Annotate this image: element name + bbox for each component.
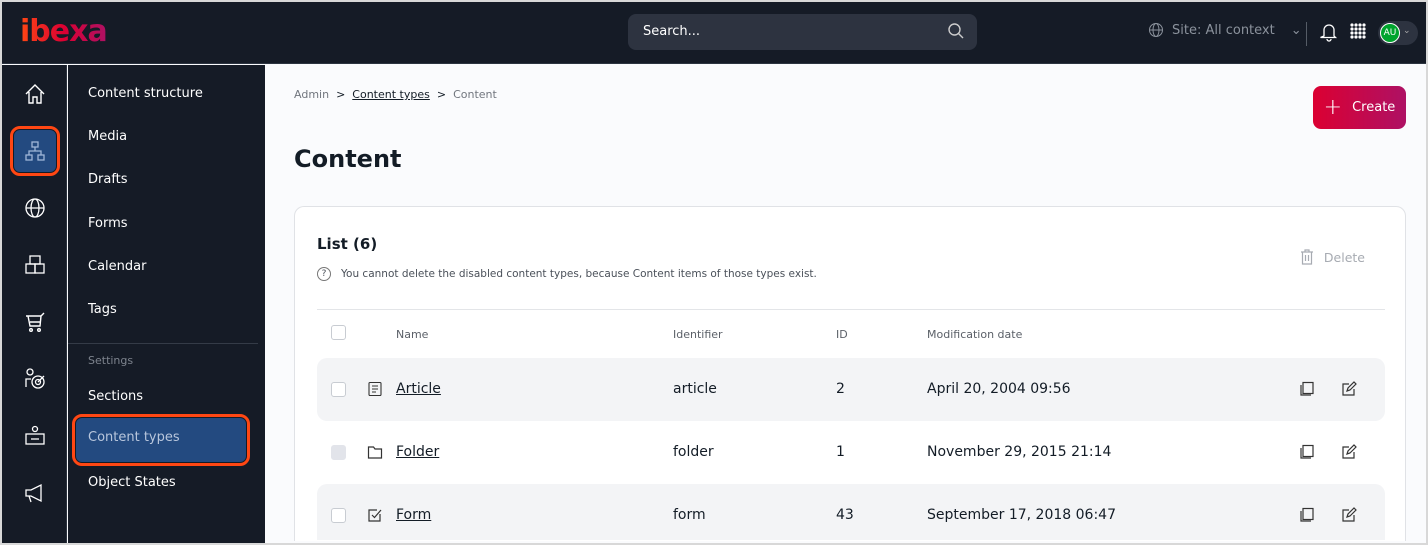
subnav-forms[interactable]: Forms xyxy=(88,216,128,231)
breadcrumb-current: Content xyxy=(453,88,497,101)
site-globe-icon[interactable] xyxy=(14,187,56,229)
breadcrumb-admin[interactable]: Admin xyxy=(294,88,330,101)
form-icon xyxy=(368,509,382,522)
subnav-object-states[interactable]: Object States xyxy=(88,475,176,490)
content-tree-icon[interactable] xyxy=(10,126,60,176)
copy-icon[interactable] xyxy=(1299,444,1315,460)
row-checkbox[interactable] xyxy=(331,508,346,523)
search-placeholder: Search... xyxy=(643,24,701,39)
site-selector-label: Site: All context xyxy=(1172,22,1275,38)
column-header-id[interactable]: ID xyxy=(836,328,848,341)
user-menu[interactable]: AU ⌄ xyxy=(1378,21,1418,45)
column-header-name[interactable]: Name xyxy=(396,328,429,341)
content-type-name-link[interactable]: Form xyxy=(396,507,432,523)
folder-icon xyxy=(367,446,383,459)
divider xyxy=(1306,22,1307,46)
subnav-tags[interactable]: Tags xyxy=(88,302,117,317)
chevron-down-icon: ⌄ xyxy=(1403,26,1411,36)
column-header-identifier[interactable]: Identifier xyxy=(673,328,723,341)
chevron-down-icon: ⌄ xyxy=(1290,22,1302,38)
divider xyxy=(317,309,1385,310)
breadcrumb: Admin > Content types > Content xyxy=(294,88,497,101)
delete-button[interactable]: Delete xyxy=(1300,249,1365,265)
column-header-modification-date[interactable]: Modification date xyxy=(927,328,1023,341)
create-button[interactable]: + Create xyxy=(1313,86,1406,129)
table-row: Form form 43 September 17, 2018 06:47 xyxy=(317,484,1385,540)
content-type-name-link[interactable]: Folder xyxy=(396,444,440,460)
list-title: List (6) xyxy=(317,235,378,253)
select-all-checkbox[interactable] xyxy=(331,325,346,340)
create-label: Create xyxy=(1352,100,1396,115)
sub-navigation: Content structure Media Drafts Forms Cal… xyxy=(68,65,265,543)
help-icon: ? xyxy=(317,267,331,281)
plus-icon: + xyxy=(1323,95,1343,120)
id: 43 xyxy=(836,507,854,523)
main-menu-rail xyxy=(2,65,67,543)
id: 1 xyxy=(836,444,845,460)
copy-icon[interactable] xyxy=(1299,381,1315,397)
table-row: Article article 2 April 20, 2004 09:56 xyxy=(317,358,1385,421)
customer-portal-icon[interactable] xyxy=(14,415,56,457)
copy-icon[interactable] xyxy=(1299,507,1315,523)
article-icon xyxy=(368,381,382,397)
top-bar: ibexa Search... Site: All context ⌄ AU ⌄ xyxy=(2,2,1426,64)
avatar: AU xyxy=(1380,23,1400,43)
subnav-drafts[interactable]: Drafts xyxy=(88,172,128,187)
row-checkbox[interactable] xyxy=(331,382,346,397)
content-types-list: List (6) ? You cannot delete the disabled… xyxy=(294,206,1406,541)
search-input[interactable]: Search... xyxy=(628,14,977,50)
modification-date: November 29, 2015 21:14 xyxy=(927,444,1112,460)
content-type-name-link[interactable]: Article xyxy=(396,381,441,397)
identifier: form xyxy=(673,507,706,523)
bell-icon[interactable] xyxy=(1320,22,1338,42)
ibexa-logo[interactable]: ibexa xyxy=(20,14,108,49)
subnav-calendar[interactable]: Calendar xyxy=(88,259,147,274)
subnav-sections[interactable]: Sections xyxy=(88,389,144,404)
cart-icon[interactable] xyxy=(14,301,56,343)
marketing-megaphone-icon[interactable] xyxy=(14,472,56,514)
divider xyxy=(68,343,258,344)
trash-icon xyxy=(1300,249,1313,265)
settings-header: Settings xyxy=(88,354,134,367)
subnav-content-structure[interactable]: Content structure xyxy=(88,86,203,101)
breadcrumb-separator: > xyxy=(436,88,447,101)
breadcrumb-content-types[interactable]: Content types xyxy=(352,88,430,101)
globe-icon xyxy=(1149,23,1163,37)
subnav-media[interactable]: Media xyxy=(88,129,128,144)
delete-label: Delete xyxy=(1323,249,1365,265)
edit-icon[interactable] xyxy=(1341,444,1357,460)
table-row: Folder folder 1 November 29, 2015 21:14 xyxy=(317,421,1385,484)
row-checkbox-disabled xyxy=(331,445,346,460)
products-icon[interactable] xyxy=(14,244,56,286)
personalization-target-icon[interactable] xyxy=(14,358,56,400)
home-icon[interactable] xyxy=(14,73,56,115)
apps-grid-icon[interactable] xyxy=(1350,23,1366,39)
note-text: You cannot delete the disabled content t… xyxy=(341,268,817,280)
page-title: Content xyxy=(294,145,402,173)
edit-icon[interactable] xyxy=(1341,381,1357,397)
site-context-selector[interactable]: Site: All context ⌄ xyxy=(1148,22,1302,38)
id: 2 xyxy=(836,381,845,397)
identifier: folder xyxy=(673,444,714,460)
breadcrumb-separator: > xyxy=(336,88,346,101)
subnav-content-types[interactable]: Content types xyxy=(72,414,250,466)
list-note: ? You cannot delete the disabled content … xyxy=(317,267,817,281)
identifier: article xyxy=(673,381,717,397)
modification-date: April 20, 2004 09:56 xyxy=(927,381,1071,397)
main-content: Admin > Content types > Content + Create … xyxy=(265,65,1426,543)
search-icon[interactable] xyxy=(947,22,965,40)
modification-date: September 17, 2018 06:47 xyxy=(927,507,1116,523)
edit-icon[interactable] xyxy=(1341,507,1357,523)
